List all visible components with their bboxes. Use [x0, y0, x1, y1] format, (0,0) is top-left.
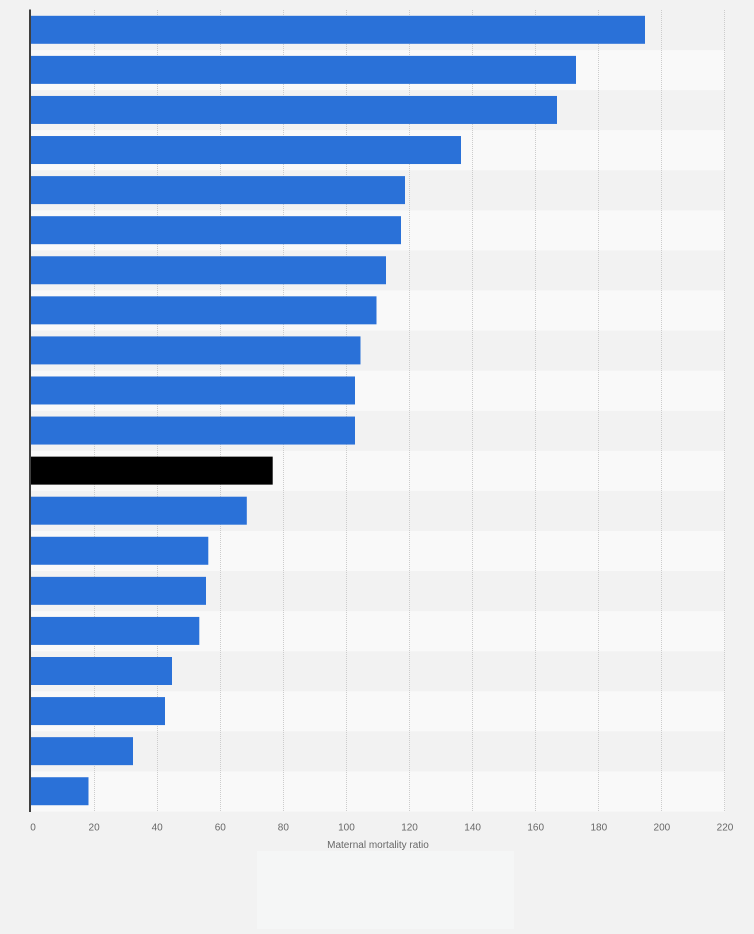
svg-text:0: 0: [30, 823, 36, 834]
svg-text:220: 220: [717, 823, 734, 834]
svg-text:180: 180: [590, 823, 607, 834]
svg-text:40: 40: [152, 823, 164, 834]
svg-text:120: 120: [401, 823, 418, 834]
svg-text:80: 80: [278, 823, 290, 834]
svg-text:20: 20: [89, 823, 101, 834]
svg-text:100: 100: [338, 823, 355, 834]
svg-text:140: 140: [464, 823, 481, 834]
svg-text:60: 60: [215, 823, 227, 834]
svg-text:160: 160: [527, 823, 544, 834]
svg-text:Maternal mortality ratio: Maternal mortality ratio: [327, 840, 429, 851]
svg-text:200: 200: [654, 823, 671, 834]
